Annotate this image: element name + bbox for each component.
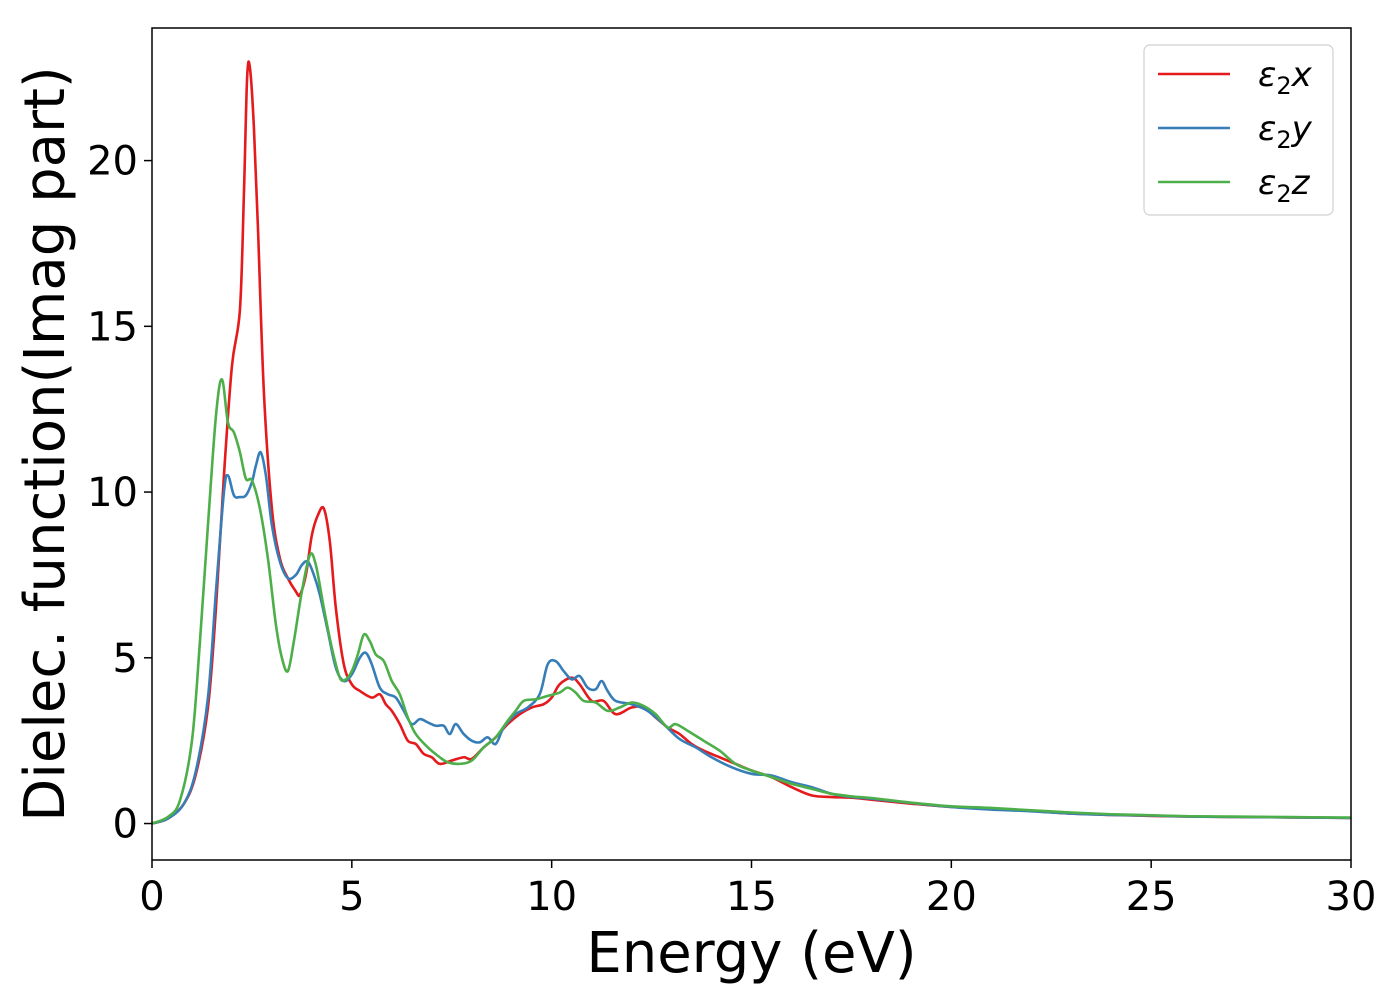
x-tick-label: 0 [139,874,164,920]
legend-item-z: ε2z [1158,163,1311,208]
series-line-z [152,378,1351,825]
y-tick-label: 15 [87,304,138,350]
y-axis-title: Dielec. function(Imag part) [13,66,78,822]
x-tick-label: 15 [726,874,777,920]
legend-label: ε2y [1258,109,1313,154]
legend-label: ε2z [1258,163,1311,208]
legend-item-y: ε2y [1158,109,1313,154]
y-tick-label: 0 [113,802,138,848]
series-line-x [152,60,1351,825]
x-tick-label: 5 [339,874,364,920]
x-tick-label: 25 [1126,874,1177,920]
y-axis-ticks: 0 5 10 15 20 [87,139,152,848]
legend-item-x: ε2x [1158,55,1313,100]
legend: ε2x ε2y ε2z [1143,44,1334,216]
x-tick-label: 10 [526,874,577,920]
series-line-y [152,450,1351,825]
y-tick-label: 5 [113,636,138,682]
x-tick-label: 20 [926,874,977,920]
legend-box [1143,44,1334,216]
legend-label: ε2x [1258,55,1313,100]
series-layer [152,60,1351,825]
x-tick-label: 30 [1326,874,1377,920]
y-tick-label: 20 [87,139,138,185]
x-axis-ticks: 0 5 10 15 20 25 30 [139,860,1376,920]
x-axis-title: Energy (eV) [586,921,916,986]
y-tick-label: 10 [87,470,138,516]
